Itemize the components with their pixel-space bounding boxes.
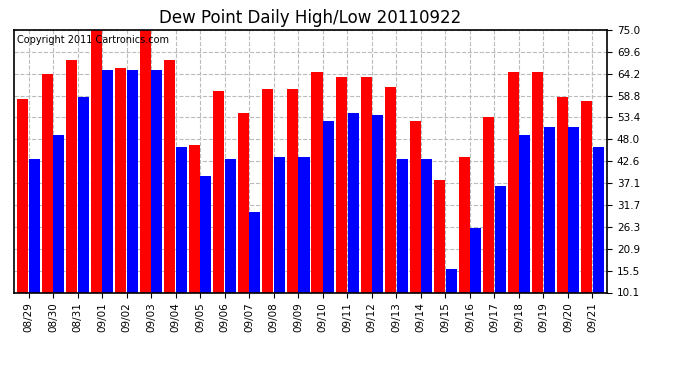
Bar bbox=[164, 60, 175, 292]
Bar bbox=[213, 91, 224, 292]
Bar bbox=[568, 127, 579, 292]
Bar bbox=[176, 147, 187, 292]
Bar bbox=[42, 75, 53, 292]
Bar bbox=[151, 70, 162, 292]
Bar bbox=[115, 68, 126, 292]
Bar bbox=[287, 88, 298, 292]
Bar bbox=[78, 97, 89, 292]
Bar bbox=[29, 159, 40, 292]
Bar bbox=[91, 30, 102, 292]
Bar bbox=[17, 99, 28, 292]
Bar bbox=[323, 121, 334, 292]
Bar bbox=[434, 180, 445, 292]
Bar bbox=[410, 121, 421, 292]
Title: Dew Point Daily High/Low 20110922: Dew Point Daily High/Low 20110922 bbox=[159, 9, 462, 27]
Bar bbox=[53, 135, 64, 292]
Bar bbox=[581, 101, 592, 292]
Bar bbox=[495, 186, 506, 292]
Bar bbox=[127, 70, 138, 292]
Bar bbox=[250, 212, 261, 292]
Bar bbox=[66, 60, 77, 292]
Bar bbox=[360, 76, 371, 292]
Bar bbox=[200, 176, 211, 292]
Bar bbox=[299, 158, 310, 292]
Bar bbox=[102, 70, 113, 292]
Bar bbox=[483, 117, 494, 292]
Bar bbox=[459, 158, 470, 292]
Bar bbox=[532, 72, 543, 292]
Bar bbox=[421, 159, 432, 292]
Bar bbox=[238, 113, 249, 292]
Bar bbox=[140, 30, 151, 292]
Bar bbox=[336, 76, 347, 292]
Bar bbox=[470, 228, 481, 292]
Bar bbox=[262, 88, 273, 292]
Bar bbox=[519, 135, 530, 292]
Text: Copyright 2011 Cartronics.com: Copyright 2011 Cartronics.com bbox=[17, 35, 169, 45]
Bar bbox=[397, 159, 408, 292]
Bar bbox=[446, 268, 457, 292]
Bar bbox=[557, 97, 568, 292]
Bar bbox=[274, 158, 285, 292]
Bar bbox=[508, 72, 519, 292]
Bar bbox=[544, 127, 555, 292]
Bar bbox=[372, 115, 383, 292]
Bar bbox=[189, 145, 200, 292]
Bar bbox=[311, 72, 322, 292]
Bar bbox=[348, 113, 359, 292]
Bar bbox=[385, 87, 396, 292]
Bar bbox=[593, 147, 604, 292]
Bar bbox=[225, 159, 236, 292]
